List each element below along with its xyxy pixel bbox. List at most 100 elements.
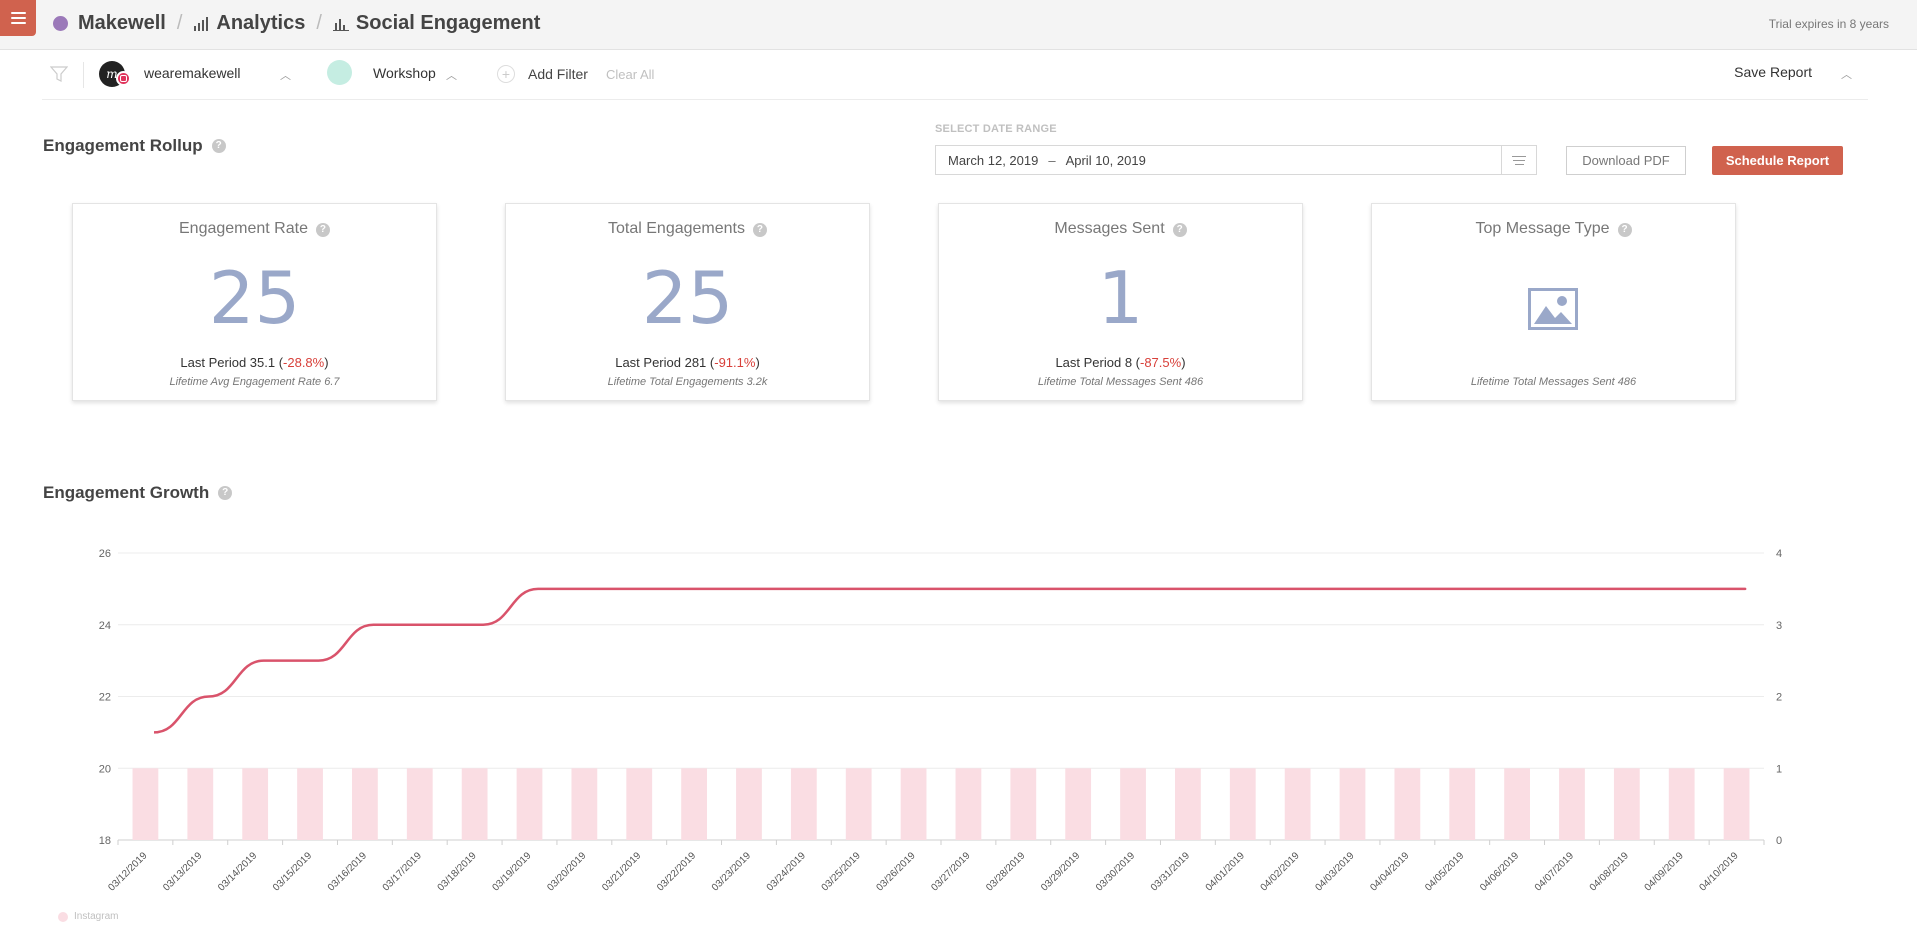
page-title: Social Engagement (355, 12, 541, 34)
funnel-icon[interactable] (50, 65, 68, 83)
image-icon (1528, 288, 1578, 330)
y-left-tick-label: 22 (99, 692, 111, 704)
account-filter-label[interactable]: wearemakewell (144, 65, 241, 81)
y-right-tick-label: 4 (1776, 548, 1782, 560)
download-pdf-button[interactable]: Download PDF (1566, 146, 1686, 175)
x-tick-label: 03/21/2019 (600, 850, 643, 893)
x-tick-label: 03/14/2019 (216, 850, 259, 893)
chart-bar (571, 768, 598, 840)
card-title: Engagement Rate? (73, 220, 436, 238)
help-icon[interactable]: ? (1172, 223, 1187, 237)
chart-bar (900, 768, 927, 840)
x-tick-label: 03/23/2019 (710, 850, 753, 893)
instagram-icon (116, 71, 131, 86)
x-tick-label: 03/18/2019 (436, 850, 479, 893)
change-percent: -91.1% (714, 355, 756, 370)
card-title: Top Message Type? (1372, 220, 1735, 238)
help-icon[interactable]: ? (315, 223, 330, 237)
chart-bar (1449, 768, 1476, 840)
x-tick-label: 03/20/2019 (545, 850, 588, 893)
card-lifetime: Lifetime Total Engagements 3.2k (607, 376, 768, 388)
help-icon[interactable]: ? (1617, 223, 1632, 237)
card-lifetime: Lifetime Total Messages Sent 486 (1037, 376, 1204, 388)
chevron-up-icon[interactable]: ︿ (1841, 69, 1852, 81)
chart-bar (845, 768, 872, 840)
bar-chart-icon (194, 16, 209, 31)
chart-bar (1559, 768, 1585, 840)
growth-section-title: Engagement Growth ? (43, 483, 233, 503)
workshop-dot-icon (327, 60, 352, 85)
chart-bar (1065, 768, 1092, 840)
y-right-tick-label: 2 (1776, 692, 1782, 704)
y-right-tick-label: 3 (1776, 620, 1782, 632)
chart-legend[interactable]: Instagram (58, 911, 118, 922)
chart-bar (1723, 768, 1750, 840)
chart-line (153, 587, 1747, 734)
x-tick-label: 04/08/2019 (1588, 850, 1631, 893)
engagement-growth-chart: 18 20 22 24 26 0 1 2 3 4 03/12/2019 03/13/2019 03/14… (99, 548, 1782, 894)
chart-bar (132, 768, 159, 840)
menu-line-icon (10, 12, 26, 14)
rollup-section-title: Engagement Rollup ? (43, 136, 226, 156)
chart-bar (1229, 768, 1256, 840)
date-end: April 10, 2019 (1065, 152, 1146, 168)
workshop-filter-label[interactable]: Workshop (373, 65, 436, 81)
breadcrumb-separator: / (176, 12, 183, 34)
chevron-up-icon[interactable]: ︿ (280, 70, 291, 82)
help-icon[interactable]: ? (752, 223, 767, 237)
x-tick-label: 04/10/2019 (1698, 850, 1741, 893)
breadcrumb-brand[interactable]: Makewell (78, 12, 166, 34)
y-left-tick-label: 18 (99, 835, 111, 847)
chart-bar (516, 768, 543, 840)
change-percent: -87.5% (1140, 355, 1182, 370)
rollup-title: Engagement Rollup (43, 136, 203, 155)
card-last-period: Last Period 35.1 (-28.8%) (180, 355, 329, 370)
column-chart-icon (332, 18, 349, 31)
chart-bar (1010, 768, 1037, 840)
chart-bar (242, 768, 269, 840)
date-range-value[interactable]: March 12, 2019– April 10, 2019 (948, 152, 1146, 168)
date-range-label: SELECT DATE RANGE (935, 123, 1057, 135)
x-tick-label: 03/15/2019 (271, 850, 314, 893)
chart-bar (297, 768, 323, 840)
hamburger-menu-button[interactable] (0, 0, 36, 36)
clear-all-link[interactable]: Clear All (606, 67, 655, 82)
help-icon[interactable]: ? (218, 486, 233, 500)
x-tick-label: 04/06/2019 (1478, 850, 1521, 893)
y-left-tick-label: 26 (99, 548, 111, 560)
chart-bar (187, 768, 214, 840)
y-right-tick-label: 0 (1776, 835, 1782, 847)
x-tick-label: 04/09/2019 (1643, 850, 1686, 893)
chevron-up-icon[interactable]: ︿ (446, 70, 457, 82)
breadcrumb: Makewell / Analytics / Social Engagement (53, 12, 540, 35)
x-tick-label: 04/04/2019 (1368, 850, 1411, 893)
x-tick-label: 03/31/2019 (1149, 850, 1192, 893)
save-report-button[interactable]: Save Report (1734, 64, 1812, 80)
chart-bar (736, 768, 762, 840)
x-tick-label: 03/26/2019 (875, 850, 918, 893)
y-left-tick-label: 24 (99, 620, 111, 632)
breadcrumb-analytics[interactable]: Analytics (216, 12, 306, 34)
x-tick-label: 03/30/2019 (1094, 850, 1137, 893)
x-tick-label: 03/13/2019 (161, 850, 204, 893)
add-filter-button[interactable]: Add Filter (528, 66, 588, 82)
chart-bar (1668, 768, 1695, 840)
messages-sent-card: Messages Sent? 1 Last Period 8 (-87.5%) … (938, 203, 1303, 401)
filter-bar: m wearemakewell ︿ Workshop ︿ + Add Filte… (42, 50, 1868, 100)
plus-icon[interactable]: + (497, 65, 515, 83)
x-tick-label: 03/24/2019 (765, 850, 808, 893)
card-title: Total Engagements? (506, 220, 869, 238)
schedule-report-button[interactable]: Schedule Report (1712, 146, 1843, 175)
chart-bar (1175, 768, 1201, 840)
chart-bar (681, 768, 707, 840)
help-icon[interactable]: ? (211, 139, 226, 153)
engagement-rate-card: Engagement Rate? 25 Last Period 35.1 (-2… (72, 203, 437, 401)
top-message-type-card: Top Message Type? Lifetime Total Message… (1371, 203, 1736, 401)
card-title: Messages Sent? (939, 220, 1302, 238)
date-range-picker[interactable]: March 12, 2019– April 10, 2019 (935, 145, 1537, 175)
date-options-icon[interactable] (1501, 146, 1536, 174)
legend-label: Instagram (74, 911, 119, 922)
x-tick-label: 04/07/2019 (1533, 850, 1576, 893)
x-tick-label: 03/12/2019 (106, 850, 149, 893)
card-last-period: Last Period 281 (-91.1%) (615, 355, 760, 370)
